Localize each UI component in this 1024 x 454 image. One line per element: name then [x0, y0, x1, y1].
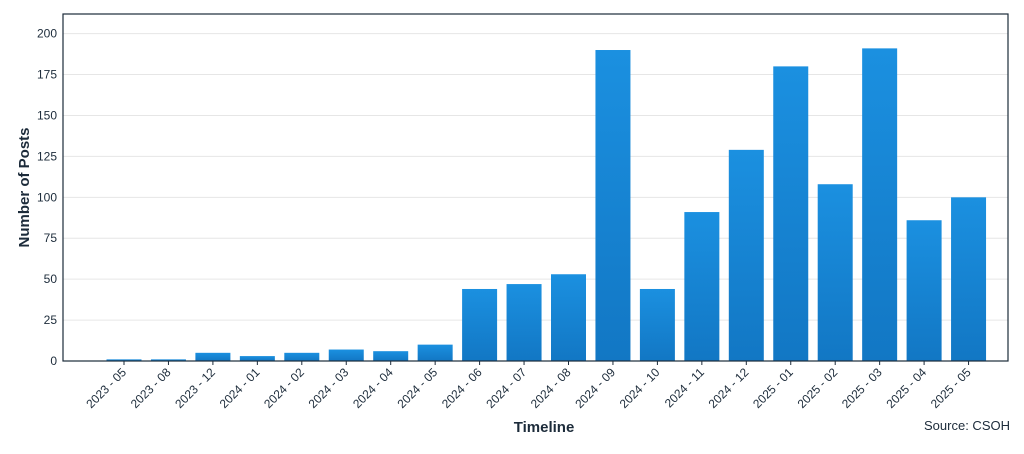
x-tick-label: 2024 - 08 [528, 365, 574, 411]
y-tick-label: 200 [37, 27, 57, 41]
bar-2025-03 [862, 48, 898, 361]
x-tick-label: 2024 - 07 [483, 365, 529, 411]
bar-2023-05 [106, 359, 142, 361]
bar-2024-10 [639, 288, 675, 361]
source-note: Source: CSOH [924, 418, 1010, 433]
y-tick-labels: 0 25 50 75 100 125 150 175 200 [37, 27, 57, 368]
x-tick-label: 2023 - 05 [83, 365, 129, 411]
x-tick-label: 2023 - 12 [172, 365, 218, 411]
x-tick-label: 2024 - 05 [395, 365, 441, 411]
y-tick-label: 125 [37, 149, 57, 163]
plot-frame [62, 13, 1009, 362]
bar-2024-09 [595, 50, 631, 362]
bar-2025-01 [773, 66, 809, 362]
y-tick-label: 0 [50, 354, 57, 368]
bar-2024-04 [373, 351, 409, 361]
x-tick-label: 2025 - 01 [750, 365, 796, 411]
bars [106, 48, 987, 362]
y-tick-label: 75 [44, 231, 58, 245]
bar-2025-04 [906, 220, 942, 361]
bar-2024-12 [728, 149, 764, 361]
x-tick-label: 2024 - 01 [217, 365, 263, 411]
x-tick-label: 2024 - 12 [706, 365, 752, 411]
bar-2024-03 [328, 349, 364, 361]
bar-2024-05 [417, 344, 453, 361]
bar-2024-07 [506, 284, 542, 361]
bar-2023-12 [195, 352, 231, 361]
y-tick-label: 150 [37, 108, 57, 122]
bar-2024-02 [284, 352, 320, 361]
x-axis-title: Timeline [514, 419, 575, 436]
bar-2023-08 [150, 359, 186, 361]
bar-2024-08 [551, 274, 586, 361]
x-tick-label: 2024 - 11 [662, 365, 707, 410]
bar-2025-05 [951, 197, 987, 361]
bar-2024-11 [684, 212, 720, 361]
x-tick-label: 2025 - 02 [795, 365, 841, 411]
y-tick-label: 175 [37, 68, 57, 82]
y-tick-label: 100 [37, 190, 57, 204]
x-tick-label: 2024 - 02 [261, 365, 307, 411]
x-tick-label: 2024 - 09 [572, 365, 618, 411]
x-tick-label: 2025 - 05 [928, 365, 974, 411]
x-tick-label: 2024 - 03 [306, 365, 352, 411]
x-tick-label: 2024 - 10 [617, 365, 663, 411]
x-tick-label: 2024 - 04 [350, 365, 396, 411]
x-tick-label: 2023 - 08 [128, 365, 174, 411]
bar-2024-06 [462, 288, 498, 361]
y-tick-label: 50 [44, 272, 58, 286]
y-axis-title: Number of Posts [16, 127, 33, 247]
bar-2025-02 [817, 184, 853, 361]
bar-2024-01 [239, 356, 275, 361]
y-tick-label: 25 [44, 313, 58, 327]
x-tick-label: 2025 - 03 [839, 365, 885, 411]
x-tick-label: 2025 - 04 [883, 365, 929, 411]
x-tick-label: 2024 - 06 [439, 365, 485, 411]
gridlines [63, 33, 1008, 321]
